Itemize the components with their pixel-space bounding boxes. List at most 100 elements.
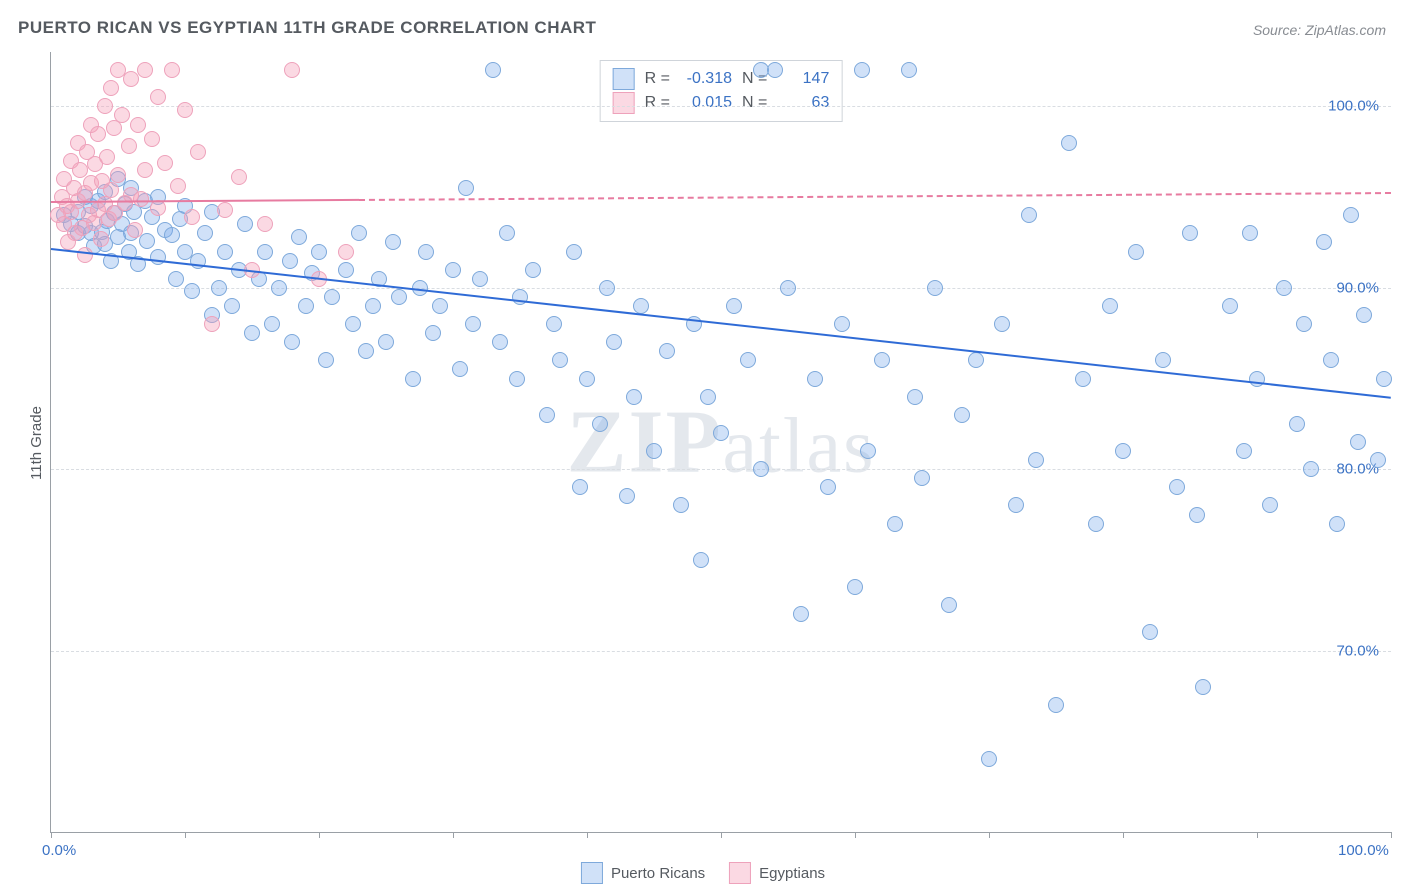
data-point bbox=[499, 225, 515, 241]
data-point bbox=[324, 289, 340, 305]
data-point bbox=[164, 227, 180, 243]
data-point bbox=[472, 271, 488, 287]
data-point bbox=[954, 407, 970, 423]
y-axis-label: 11th Grade bbox=[28, 406, 45, 480]
x-tick bbox=[1257, 832, 1258, 838]
data-point bbox=[1189, 507, 1205, 523]
data-point bbox=[257, 244, 273, 260]
data-point bbox=[291, 229, 307, 245]
data-point bbox=[418, 244, 434, 260]
data-point bbox=[77, 247, 93, 263]
data-point bbox=[1028, 452, 1044, 468]
data-point bbox=[139, 233, 155, 249]
source-label: Source: ZipAtlas.com bbox=[1253, 22, 1386, 38]
data-point bbox=[282, 253, 298, 269]
data-point bbox=[1343, 207, 1359, 223]
data-point bbox=[217, 244, 233, 260]
data-point bbox=[693, 552, 709, 568]
data-point bbox=[1329, 516, 1345, 532]
data-point bbox=[133, 191, 149, 207]
x-tick bbox=[1391, 832, 1392, 838]
data-point bbox=[338, 244, 354, 260]
data-point bbox=[1088, 516, 1104, 532]
y-tick-label: 70.0% bbox=[1336, 642, 1379, 659]
data-point bbox=[1195, 679, 1211, 695]
data-point bbox=[994, 316, 1010, 332]
data-point bbox=[599, 280, 615, 296]
data-point bbox=[164, 62, 180, 78]
y-tick-label: 100.0% bbox=[1328, 98, 1379, 115]
bottom-legend: Puerto RicansEgyptians bbox=[581, 862, 825, 884]
data-point bbox=[93, 231, 109, 247]
data-point bbox=[97, 98, 113, 114]
data-point bbox=[137, 62, 153, 78]
legend-swatch bbox=[729, 862, 751, 884]
data-point bbox=[753, 461, 769, 477]
data-point bbox=[834, 316, 850, 332]
data-point bbox=[1142, 624, 1158, 640]
data-point bbox=[713, 425, 729, 441]
gridline bbox=[51, 106, 1391, 107]
data-point bbox=[941, 597, 957, 613]
data-point bbox=[1370, 452, 1386, 468]
data-point bbox=[204, 316, 220, 332]
data-point bbox=[114, 107, 130, 123]
data-point bbox=[566, 244, 582, 260]
data-point bbox=[385, 234, 401, 250]
data-point bbox=[492, 334, 508, 350]
data-point bbox=[1236, 443, 1252, 459]
data-point bbox=[874, 352, 890, 368]
gridline bbox=[51, 469, 1391, 470]
x-tick bbox=[587, 832, 588, 838]
data-point bbox=[445, 262, 461, 278]
x-tick-label: 100.0% bbox=[1338, 842, 1389, 859]
data-point bbox=[1356, 307, 1372, 323]
data-point bbox=[1128, 244, 1144, 260]
data-point bbox=[1242, 225, 1258, 241]
data-point bbox=[619, 488, 635, 504]
data-point bbox=[1316, 234, 1332, 250]
data-point bbox=[465, 316, 481, 332]
data-point bbox=[1222, 298, 1238, 314]
data-point bbox=[264, 316, 280, 332]
data-point bbox=[103, 80, 119, 96]
data-point bbox=[633, 298, 649, 314]
data-point bbox=[1075, 371, 1091, 387]
trendline bbox=[359, 192, 1391, 201]
bottom-legend-label: Egyptians bbox=[759, 865, 825, 882]
legend-swatch bbox=[613, 68, 635, 90]
data-point bbox=[351, 225, 367, 241]
data-point bbox=[338, 262, 354, 278]
data-point bbox=[1182, 225, 1198, 241]
data-point bbox=[1296, 316, 1312, 332]
data-point bbox=[1303, 461, 1319, 477]
data-point bbox=[901, 62, 917, 78]
data-point bbox=[103, 182, 119, 198]
data-point bbox=[1289, 416, 1305, 432]
x-tick bbox=[185, 832, 186, 838]
data-point bbox=[311, 244, 327, 260]
data-point bbox=[458, 180, 474, 196]
data-point bbox=[546, 316, 562, 332]
data-point bbox=[217, 202, 233, 218]
data-point bbox=[318, 352, 334, 368]
data-point bbox=[1155, 352, 1171, 368]
gridline bbox=[51, 651, 1391, 652]
stat-r-value: 0.015 bbox=[680, 91, 732, 115]
data-point bbox=[391, 289, 407, 305]
data-point bbox=[579, 371, 595, 387]
data-point bbox=[144, 131, 160, 147]
data-point bbox=[1350, 434, 1366, 450]
stat-legend-row: R =0.015N =63 bbox=[613, 91, 830, 115]
x-tick bbox=[319, 832, 320, 838]
trendline bbox=[51, 248, 1391, 399]
data-point bbox=[150, 89, 166, 105]
data-point bbox=[157, 155, 173, 171]
data-point bbox=[780, 280, 796, 296]
watermark: ZIPatlas bbox=[567, 391, 876, 494]
bottom-legend-item: Egyptians bbox=[729, 862, 825, 884]
data-point bbox=[887, 516, 903, 532]
x-tick bbox=[721, 832, 722, 838]
data-point bbox=[740, 352, 756, 368]
data-point bbox=[168, 271, 184, 287]
